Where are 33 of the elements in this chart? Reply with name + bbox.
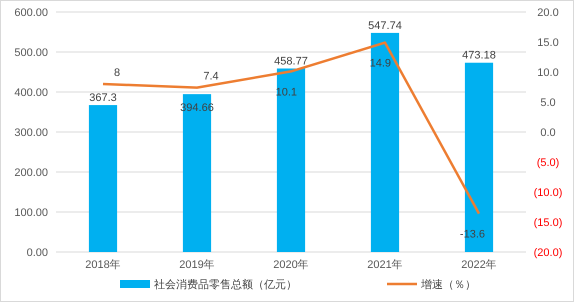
legend-label: 增速（％）: [420, 278, 476, 291]
data-label: 367.3: [89, 92, 117, 104]
y-tick-label: 0.00: [26, 247, 48, 259]
data-label: 473.18: [462, 50, 496, 62]
data-label: 547.74: [368, 20, 402, 32]
x-tick-label: 2022年: [461, 259, 497, 271]
y2-tick-label: (5.0): [536, 157, 560, 169]
bar: [88, 105, 118, 252]
legend-label: 社会消费品零售总额（亿元）: [154, 278, 297, 291]
y-tick-label: 400.00: [14, 87, 48, 99]
x-tick-label: 2020年: [273, 259, 309, 271]
bar: [370, 32, 400, 252]
y-tick-label: 100.00: [14, 207, 48, 219]
y2-tick-label: 5.0: [540, 97, 556, 109]
y2-tick-label: 10.0: [537, 67, 559, 79]
x-tick-label: 2019年: [179, 259, 215, 271]
x-tick-label: 2021年: [367, 259, 403, 271]
y2-tick-label: (15.0): [534, 217, 562, 229]
y2-tick-label: 0.0: [540, 127, 556, 139]
data-label: 7.4: [203, 70, 219, 83]
y2-tick-label: (20.0): [534, 247, 562, 259]
y2-tick-label: (10.0): [534, 187, 562, 199]
y-tick-label: 600.00: [14, 7, 48, 19]
y-tick-label: 200.00: [14, 167, 48, 179]
y-tick-label: 300.00: [14, 127, 48, 139]
bar: [182, 94, 212, 252]
y2-tick-label: 20.0: [537, 7, 559, 19]
bar: [276, 68, 306, 252]
y-tick-label: 500.00: [14, 47, 48, 59]
data-label: 8: [114, 67, 120, 79]
data-label: 458.77: [274, 55, 308, 68]
x-tick-label: 2018年: [85, 259, 121, 271]
y2-tick-label: 15.0: [537, 37, 559, 49]
